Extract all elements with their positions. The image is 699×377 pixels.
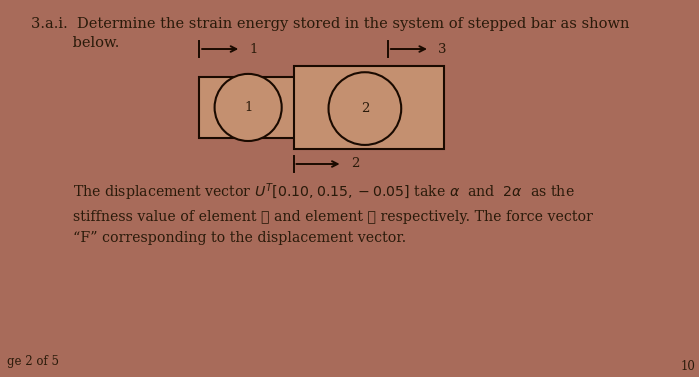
Bar: [199, 77, 318, 138]
Bar: [294, 66, 444, 149]
Text: 1: 1: [244, 101, 252, 114]
Text: 10: 10: [681, 360, 696, 373]
Text: 2: 2: [351, 158, 359, 170]
Ellipse shape: [329, 72, 401, 145]
Text: ge 2 of 5: ge 2 of 5: [7, 355, 59, 368]
Text: 1: 1: [250, 43, 258, 55]
Text: 3: 3: [438, 43, 447, 55]
Ellipse shape: [215, 74, 282, 141]
Text: 2: 2: [361, 102, 369, 115]
Text: 3.a.i.  Determine the strain energy stored in the system of stepped bar as shown: 3.a.i. Determine the strain energy store…: [31, 17, 630, 51]
Text: The displacement vector $U^T\left[0.10,0.15,-0.05\right]$ take $\alpha$  and  $2: The displacement vector $U^T\left[0.10,0…: [73, 181, 593, 245]
